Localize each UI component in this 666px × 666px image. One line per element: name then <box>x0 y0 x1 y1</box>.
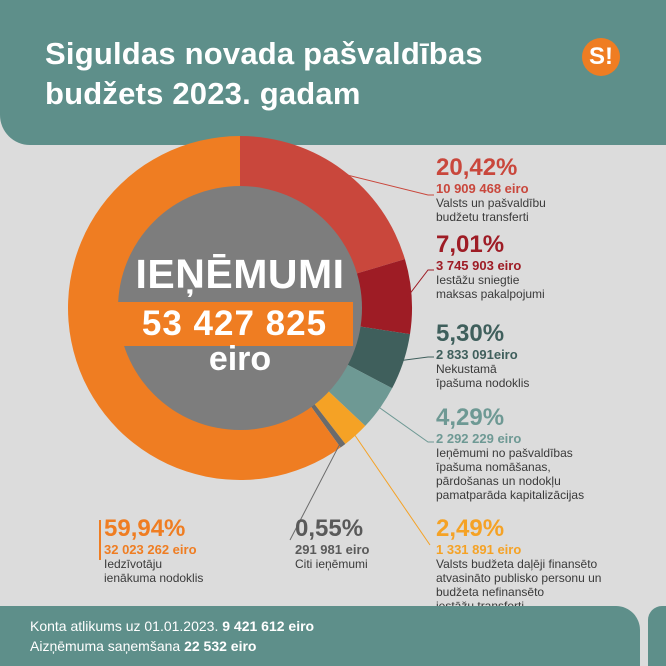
slice-amount: 291 981 eiro <box>295 542 370 557</box>
footer-balance-value: 9 421 612 eiro <box>222 618 315 634</box>
leader-line <box>340 172 434 196</box>
slice-amount: 32 023 262 eiro <box>104 542 197 557</box>
leader-line <box>376 405 434 443</box>
slice-percent: 2,49% <box>436 515 505 542</box>
slice-desc: īpašuma nodoklis <box>436 376 530 390</box>
slice-desc: Iestāžu sniegtie <box>436 273 520 287</box>
donut-slice <box>68 136 341 480</box>
slice-desc: Ieņēmumi no pašvaldības <box>436 446 573 460</box>
leader-line <box>399 356 434 362</box>
slice-percent: 59,94% <box>104 515 186 542</box>
annotation-transfers: 20,42% 10 909 468 eiro Valsts un pašvald… <box>436 154 546 225</box>
leader-line <box>407 269 434 297</box>
logo: S! <box>582 38 620 76</box>
donut-slice <box>312 388 366 444</box>
donut-slice <box>308 401 346 448</box>
leader-line <box>289 442 342 541</box>
slice-percent: 0,55% <box>295 515 364 542</box>
center-total: 53 427 825 <box>116 302 353 346</box>
slice-desc: Nekustamā <box>436 362 497 376</box>
leader-line <box>352 432 431 546</box>
slice-amount: 1 331 891 eiro <box>436 542 522 557</box>
annotation-property-rental: 4,29% 2 292 229 eiro Ieņēmumi no pašvald… <box>436 404 585 503</box>
slice-desc: budžeta nefinansēto <box>436 585 545 599</box>
center-label: IEŅĒMUMI <box>135 251 345 297</box>
slice-desc: budžetu transferti <box>436 210 529 224</box>
title-line-1: Siguldas novada pašvaldības <box>45 36 483 71</box>
page-title: Siguldas novada pašvaldības budžets 2023… <box>45 34 483 114</box>
slice-desc: Iedzīvotāju <box>104 557 163 571</box>
annotation-property-tax: 5,30% 2 833 091eiro Nekustamā īpašuma no… <box>436 320 530 391</box>
footer-loan-label: Aizņēmuma saņemšana <box>30 638 181 654</box>
footer-loan-value: 22 532 eiro <box>184 638 257 654</box>
slice-desc: pamatparāda kapitalizācijas <box>436 488 585 502</box>
slice-amount: 2 292 229 eiro <box>436 431 522 446</box>
slice-desc: ienākuma nodoklis <box>104 571 204 585</box>
slice-percent: 4,29% <box>436 404 505 431</box>
slice-percent: 7,01% <box>436 231 505 258</box>
header-banner <box>0 0 666 145</box>
slice-desc: Valsts un pašvaldību <box>436 196 546 210</box>
donut-slice <box>353 259 413 335</box>
slice-percent: 20,42% <box>436 154 518 181</box>
slice-desc: Citi ieņēmumi <box>295 557 368 571</box>
title-line-2: budžets 2023. gadam <box>45 76 361 111</box>
annotation-paid-services: 7,01% 3 745 903 eiro Iestāžu sniegtie ma… <box>436 231 545 302</box>
donut-slice <box>344 325 410 389</box>
footer-corner <box>648 606 666 666</box>
slice-percent: 5,30% <box>436 320 505 347</box>
center-unit: eiro <box>208 340 272 378</box>
slice-desc: maksas pakalpojumi <box>436 287 545 301</box>
slice-desc: pārdošanas un nodokļu <box>436 474 561 488</box>
slice-amount: 2 833 091eiro <box>436 347 518 362</box>
donut-slice <box>240 136 405 275</box>
slice-desc: atvasināto publisko personu un <box>436 571 602 585</box>
slice-amount: 3 745 903 eiro <box>436 258 522 273</box>
footer-panel: Konta atlikums uz 01.01.2023. 9 421 612 … <box>0 606 640 666</box>
annotation-income-tax: 59,94% 32 023 262 eiro Iedzīvotāju ienāk… <box>104 515 204 586</box>
footer-balance: Konta atlikums uz 01.01.2023. 9 421 612 … <box>30 618 314 634</box>
annotation-other-revenue: 0,55% 291 981 eiro Citi ieņēmumi <box>295 515 370 572</box>
donut-slice <box>325 363 393 426</box>
footer-loan: Aizņēmuma saņemšana 22 532 eiro <box>30 638 256 654</box>
slice-desc: Valsts budžeta daļēji finansēto <box>436 557 598 571</box>
footer-balance-label: Konta atlikums uz 01.01.2023. <box>30 618 219 634</box>
slice-desc: īpašuma nomāšanas, <box>436 460 551 474</box>
annotation-state-budget-transfers: 2,49% 1 331 891 eiro Valsts budžeta daļē… <box>436 515 602 614</box>
slice-amount: 10 909 468 eiro <box>436 181 529 196</box>
